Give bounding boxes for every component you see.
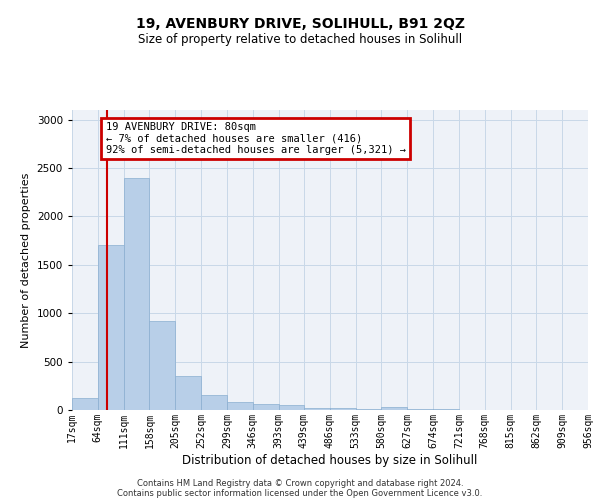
Bar — [98, 246, 124, 410]
Bar — [175, 376, 201, 410]
Bar — [149, 321, 175, 410]
Bar — [253, 404, 278, 410]
Bar — [304, 408, 330, 410]
Bar — [433, 409, 459, 410]
Bar — [278, 405, 304, 410]
Bar — [72, 398, 98, 410]
Text: Size of property relative to detached houses in Solihull: Size of property relative to detached ho… — [138, 32, 462, 46]
Bar — [356, 408, 382, 410]
Text: Contains public sector information licensed under the Open Government Licence v3: Contains public sector information licen… — [118, 488, 482, 498]
Text: 19 AVENBURY DRIVE: 80sqm
← 7% of detached houses are smaller (416)
92% of semi-d: 19 AVENBURY DRIVE: 80sqm ← 7% of detache… — [106, 122, 406, 155]
Text: Contains HM Land Registry data © Crown copyright and database right 2024.: Contains HM Land Registry data © Crown c… — [137, 478, 463, 488]
Bar — [382, 407, 407, 410]
Bar — [201, 395, 227, 410]
Bar — [407, 408, 433, 410]
X-axis label: Distribution of detached houses by size in Solihull: Distribution of detached houses by size … — [182, 454, 478, 466]
Y-axis label: Number of detached properties: Number of detached properties — [21, 172, 31, 348]
Bar — [124, 178, 149, 410]
Bar — [227, 402, 253, 410]
Bar — [330, 408, 356, 410]
Text: 19, AVENBURY DRIVE, SOLIHULL, B91 2QZ: 19, AVENBURY DRIVE, SOLIHULL, B91 2QZ — [136, 18, 464, 32]
